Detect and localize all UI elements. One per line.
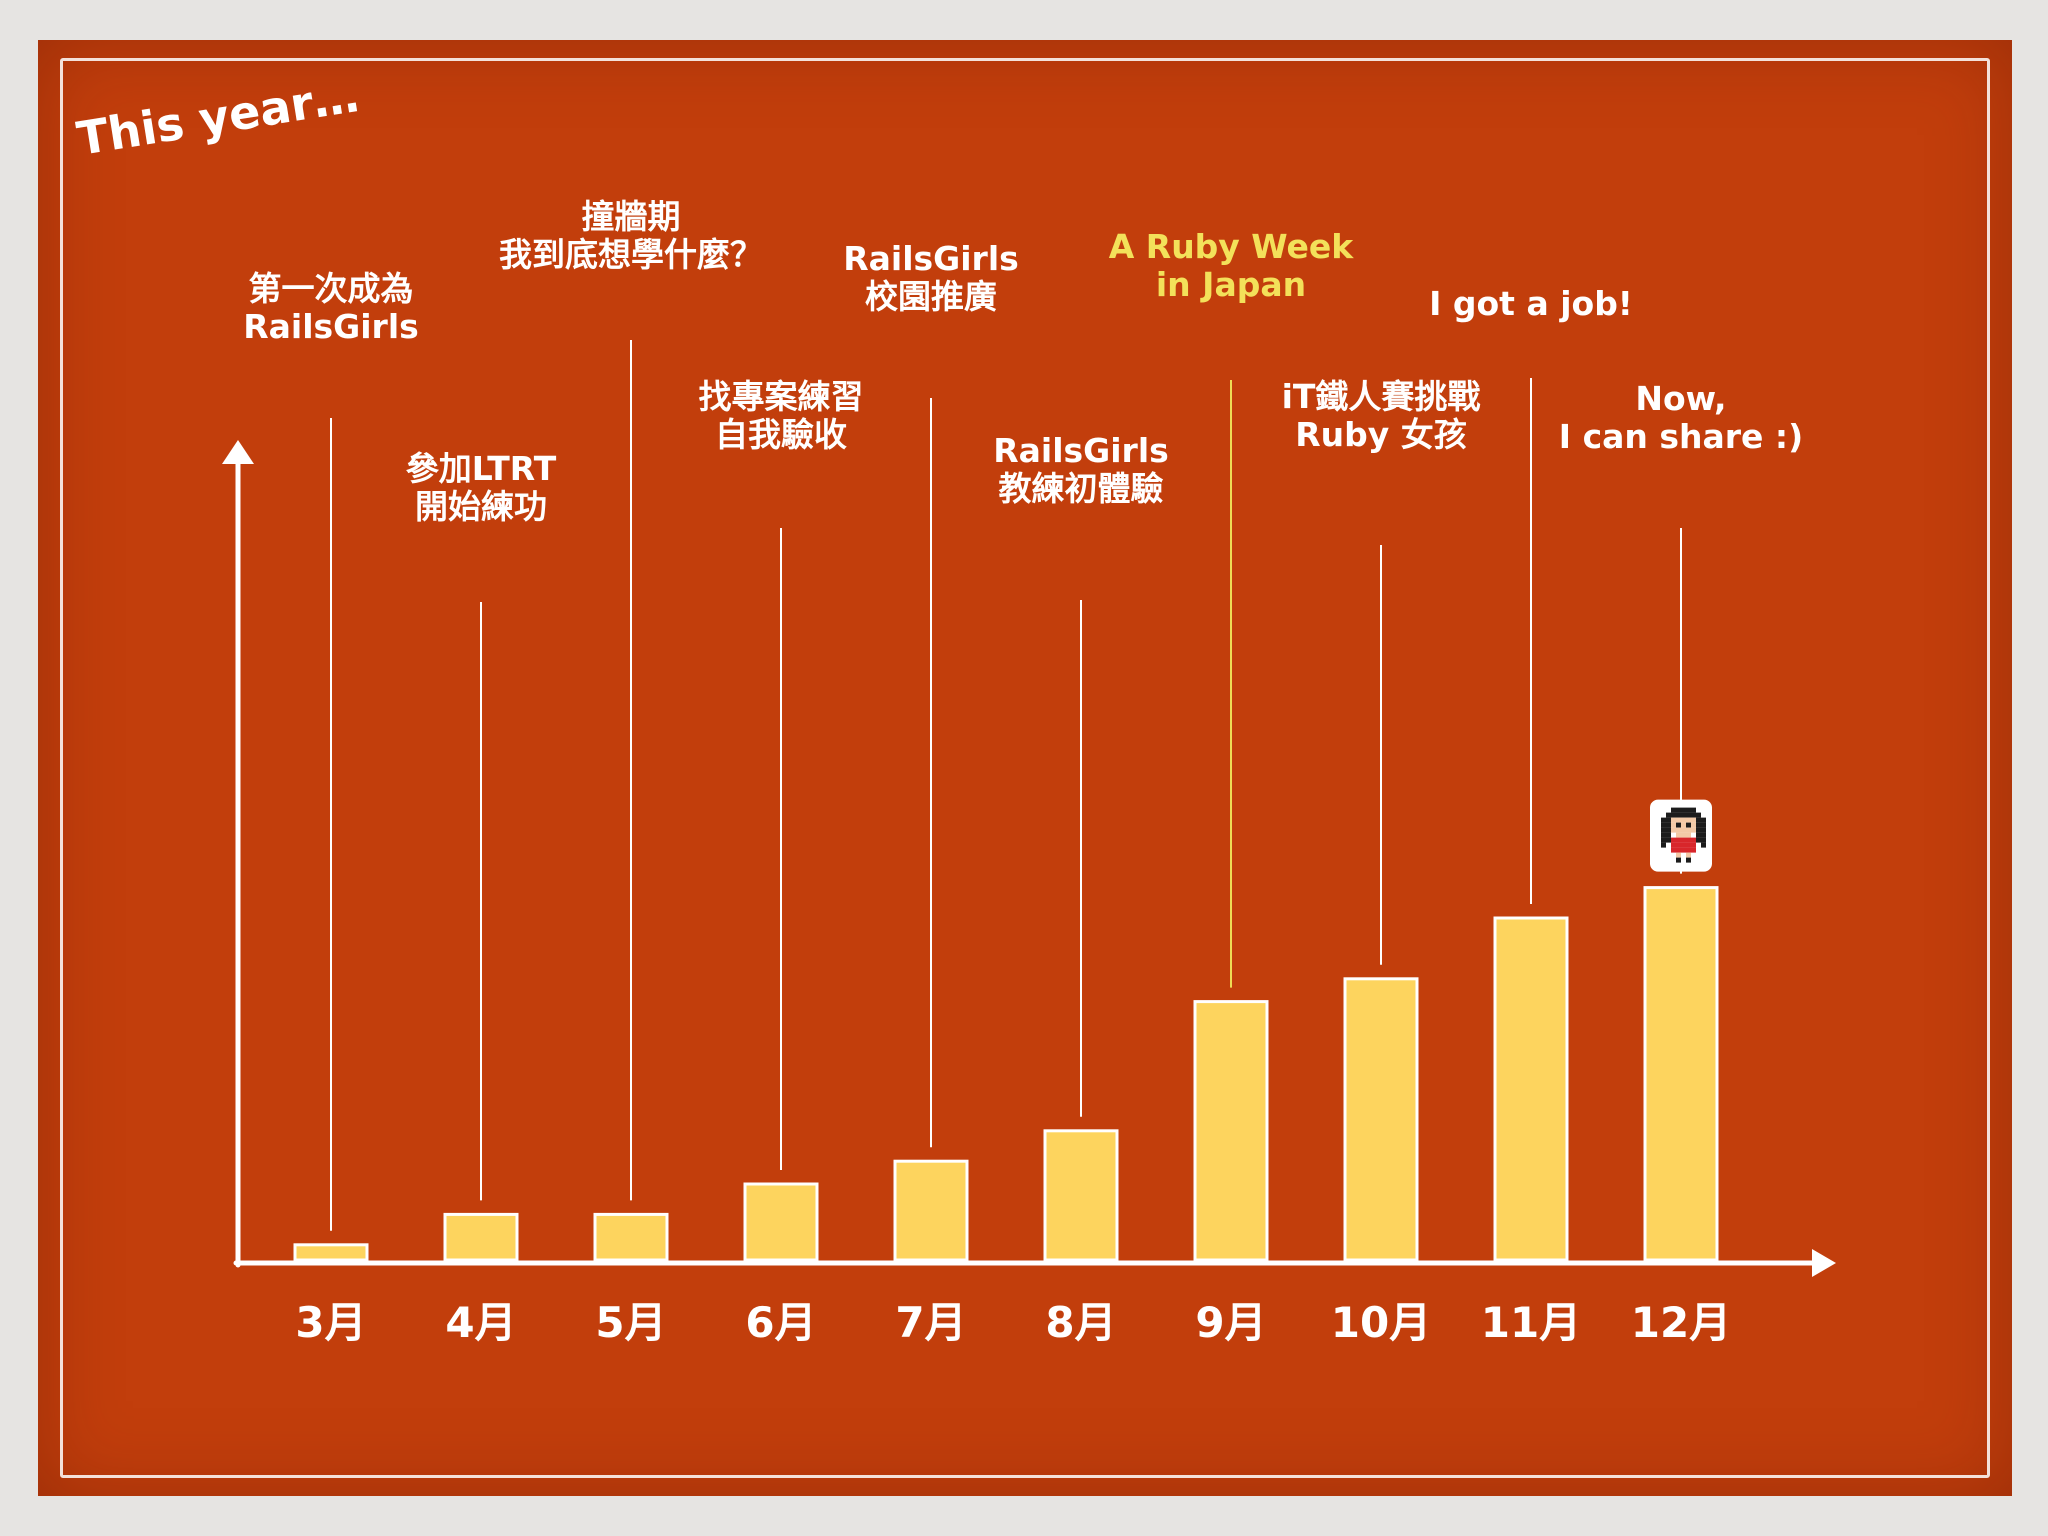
annotation-leaders (330, 340, 1682, 1231)
slide-title: This year… (73, 68, 362, 166)
annotation-label: RailsGirls (843, 239, 1019, 278)
x-tick-label: 5月 (595, 1298, 666, 1347)
bar-11月 (1493, 916, 1569, 1262)
x-axis-arrowhead (1812, 1249, 1836, 1277)
bar-7月 (893, 1159, 969, 1262)
annotation-label: 找專案練習 (699, 377, 864, 416)
annotation-label: Ruby 女孩 (1295, 415, 1467, 454)
pixel-girl-avatar-icon (1650, 799, 1712, 872)
x-tick-label: 3月 (295, 1298, 366, 1347)
x-tick-label: 12月 (1631, 1298, 1731, 1347)
bar-8月 (1043, 1129, 1119, 1262)
annotation-label: 自我驗收 (715, 415, 847, 454)
bar-4月 (443, 1212, 519, 1262)
bar-9月 (1193, 1000, 1269, 1262)
annotation-label: 校園推廣 (865, 277, 997, 316)
annotation-label: I got a job! (1429, 284, 1633, 323)
bar-3月 (293, 1243, 369, 1262)
x-tick-label: 6月 (745, 1298, 816, 1347)
x-tick-label: 11月 (1481, 1298, 1581, 1347)
annotation-label: 參加LTRT (406, 449, 557, 488)
annotation-label: 開始練功 (415, 487, 547, 526)
bar-5月 (593, 1212, 669, 1262)
x-tick-label: 4月 (445, 1298, 516, 1347)
bar-12月 (1643, 886, 1719, 1262)
annotation-label: Now, (1635, 379, 1726, 418)
annotation-label: in Japan (1156, 265, 1306, 304)
annotation-label: 教練初體驗 (999, 469, 1164, 508)
x-tick-labels: 3月 4月 5月 6月 7月 8月 9月 10月 11月 12月 (295, 1298, 1731, 1347)
annotation-label: I can share :) (1559, 417, 1803, 456)
x-tick-label: 10月 (1331, 1298, 1431, 1347)
annotation-label: A Ruby Week (1109, 227, 1355, 266)
annotation-label: 撞牆期 (582, 197, 681, 236)
annotation-label: iT鐵人賽挑戰 (1282, 377, 1481, 416)
bar-6月 (743, 1182, 819, 1262)
annotation-label: 第一次成為 (249, 269, 414, 308)
annotation-label: RailsGirls (243, 307, 419, 346)
x-tick-label: 7月 (895, 1298, 966, 1347)
bar-series (293, 886, 1719, 1262)
annotation-labels: 第一次成為RailsGirls參加LTRT開始練功撞牆期我到底想學什麼？找專案練… (243, 197, 1803, 526)
annotation-label: 我到底想學什麼？ (499, 235, 763, 274)
annotation-label: RailsGirls (993, 431, 1169, 470)
bar-10月 (1343, 977, 1419, 1262)
x-tick-label: 8月 (1045, 1298, 1116, 1347)
y-axis-arrowhead (222, 440, 254, 464)
x-tick-label: 9月 (1195, 1298, 1266, 1347)
